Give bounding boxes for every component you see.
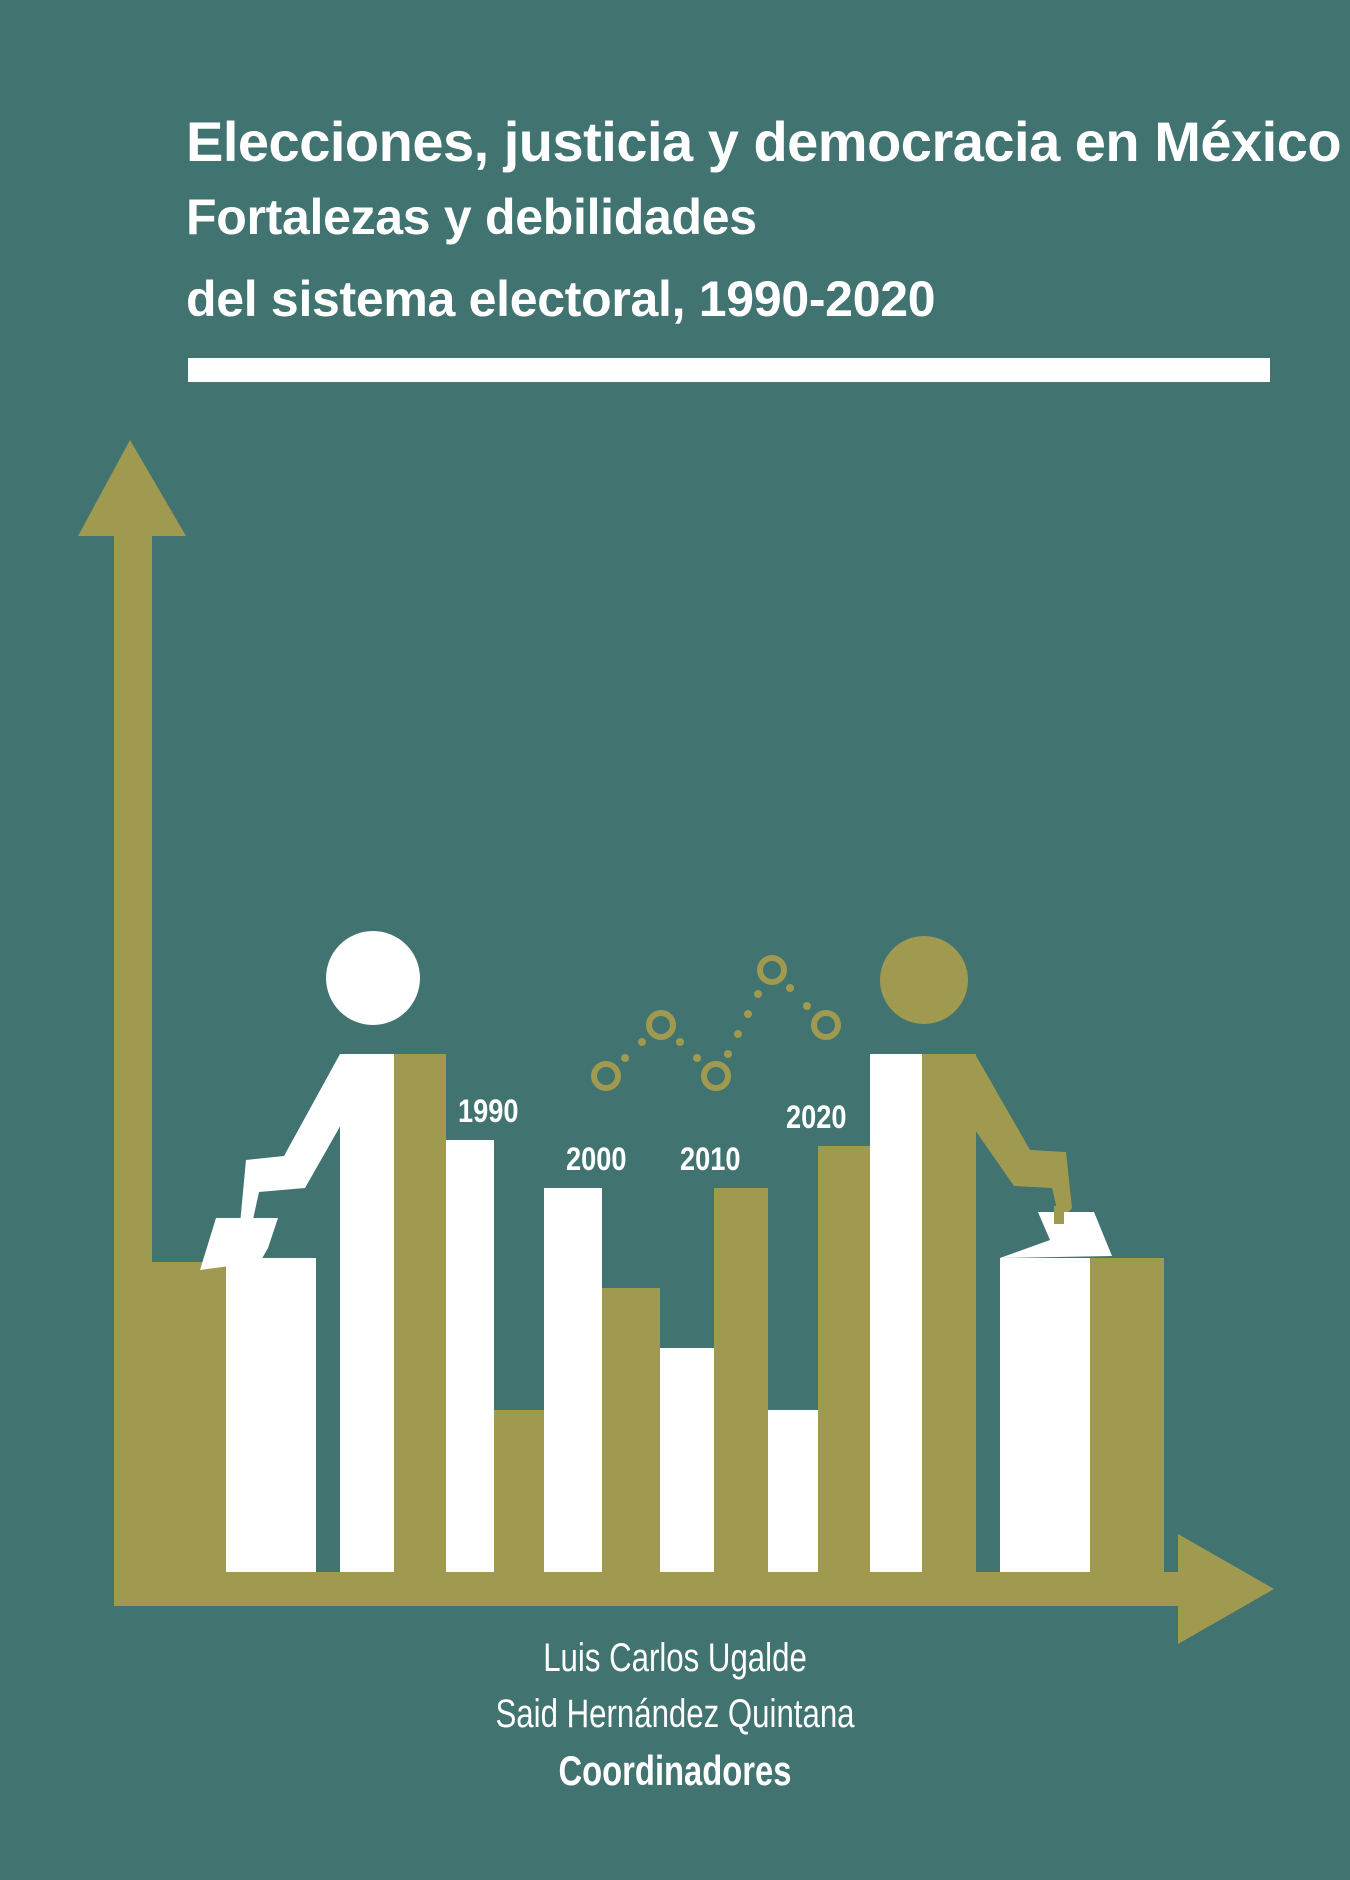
- bar: [714, 1188, 768, 1572]
- bar: [446, 1140, 494, 1572]
- editor-role: Coordinadores: [558, 1747, 792, 1794]
- bar: [1000, 1258, 1090, 1572]
- title-block: Elecciones, justicia y democracia en Méx…: [186, 108, 1342, 340]
- bar: [1090, 1258, 1164, 1572]
- credits: Luis Carlos Ugalde Said Hernández Quinta…: [0, 1630, 1350, 1800]
- book-title: Elecciones, justicia y democracia en Méx…: [186, 110, 1342, 173]
- bars: [152, 1054, 1164, 1572]
- voter-figure-left-icon: [200, 931, 420, 1270]
- bar: [152, 1262, 226, 1572]
- year-label: 1990: [458, 1094, 518, 1130]
- bar: [660, 1348, 714, 1572]
- bar: [394, 1054, 446, 1572]
- bar: [870, 1054, 922, 1572]
- title-divider: [188, 358, 1270, 382]
- bar: [544, 1188, 602, 1572]
- bar: [226, 1258, 316, 1572]
- book-subtitle-line1: Fortalezas y debilidades: [186, 189, 757, 245]
- book-subtitle-line2: del sistema electoral, 1990-2020: [186, 271, 936, 327]
- voter-figure-right-icon: [880, 936, 1072, 1222]
- author-name: Luis Carlos Ugalde: [543, 1636, 807, 1680]
- year-label: 2010: [680, 1142, 740, 1178]
- y-axis-arrow-icon: [78, 440, 186, 1606]
- year-label: 2000: [566, 1142, 626, 1178]
- dotted-line-icon: [591, 955, 841, 1091]
- bar: [818, 1146, 872, 1572]
- bar: [340, 1054, 394, 1572]
- bar: [494, 1410, 544, 1572]
- year-label: 2020: [786, 1100, 846, 1136]
- ballot-box-icon: [1000, 1206, 1112, 1258]
- bar: [602, 1288, 660, 1572]
- x-axis-arrow-icon: [114, 1534, 1274, 1644]
- author-name: Said Hernández Quintana: [495, 1692, 855, 1736]
- bar: [922, 1054, 976, 1572]
- bar: [768, 1410, 818, 1572]
